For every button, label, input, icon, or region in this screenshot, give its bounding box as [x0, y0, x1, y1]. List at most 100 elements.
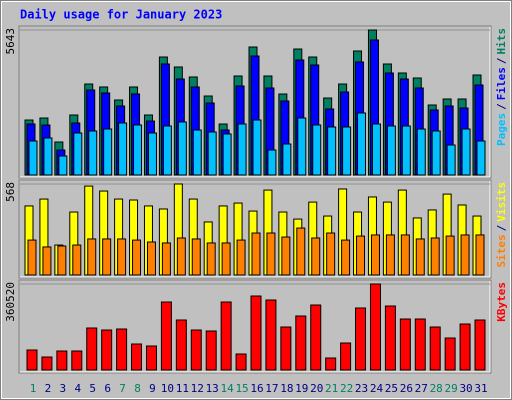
bar	[101, 329, 113, 371]
bar	[399, 318, 411, 371]
x-tick-label: 12	[191, 382, 204, 395]
y-tick-label: 5643	[4, 28, 17, 55]
bar	[220, 301, 232, 371]
bar	[27, 239, 37, 276]
bar	[340, 342, 352, 371]
bar	[205, 330, 217, 371]
x-tick-label: 23	[355, 382, 368, 395]
legend-separator: /	[495, 57, 508, 64]
legend-separator: /	[495, 103, 508, 110]
bar	[385, 234, 395, 276]
legend-entry: KBytes	[495, 282, 508, 322]
bar	[177, 121, 187, 176]
y-tick-label: 568	[4, 182, 17, 202]
bar	[160, 301, 172, 371]
bar	[131, 343, 143, 371]
bar	[327, 126, 337, 176]
x-tick-label: 16	[250, 382, 263, 395]
x-tick-label: 21	[325, 382, 338, 395]
bar	[175, 319, 187, 371]
x-tick-label: 20	[310, 382, 323, 395]
bar	[102, 238, 112, 276]
bar	[445, 235, 455, 276]
x-tick-label: 29	[445, 382, 458, 395]
bar	[252, 119, 262, 176]
bar	[162, 125, 172, 176]
bar	[87, 238, 97, 276]
bar	[476, 140, 486, 176]
x-tick-label: 18	[280, 382, 293, 395]
bar	[265, 299, 277, 371]
bar	[42, 246, 52, 276]
x-tick-label: 30	[459, 382, 472, 395]
x-tick-label: 5	[89, 382, 96, 395]
bar	[296, 227, 306, 276]
bar	[191, 238, 201, 276]
bar	[103, 128, 113, 176]
bar	[176, 237, 186, 276]
bar	[86, 327, 98, 371]
bar	[73, 132, 83, 176]
x-tick-label: 14	[221, 382, 235, 395]
bar	[267, 149, 277, 176]
bar	[414, 318, 426, 371]
bar	[474, 319, 486, 371]
bar	[325, 357, 337, 371]
x-tick-label: 10	[161, 382, 174, 395]
bar	[475, 234, 485, 276]
x-tick-label: 9	[149, 382, 156, 395]
bar	[222, 133, 232, 176]
bar	[356, 235, 366, 276]
bar	[401, 125, 411, 176]
legend-entry: Files	[495, 67, 508, 100]
bar	[161, 242, 171, 276]
bar	[416, 128, 426, 176]
bar	[43, 137, 53, 176]
bar	[206, 242, 216, 276]
bar	[88, 130, 98, 176]
bar	[357, 112, 367, 176]
bar	[429, 326, 441, 371]
bar	[133, 124, 143, 176]
bar	[415, 238, 425, 276]
bar	[26, 349, 38, 371]
x-tick-label: 4	[74, 382, 81, 395]
x-tick-label: 27	[415, 382, 428, 395]
legend-entry: Sites	[495, 234, 508, 267]
x-tick-label: 1	[30, 382, 37, 395]
bar	[251, 232, 261, 276]
legend: Pages / Files / Hits	[495, 28, 508, 146]
bar	[116, 328, 128, 371]
legend: Sites / Visits	[495, 182, 508, 268]
bar	[342, 126, 352, 176]
bar	[132, 239, 142, 276]
bar	[295, 315, 307, 371]
x-tick-label: 25	[385, 382, 398, 395]
bar	[431, 130, 441, 176]
bar	[371, 123, 381, 176]
x-tick-label: 8	[134, 382, 141, 395]
x-tick-label: 2	[45, 382, 52, 395]
bar	[370, 234, 380, 276]
bar	[341, 239, 351, 276]
bar	[281, 236, 291, 276]
bar	[282, 143, 292, 176]
bar	[28, 140, 38, 176]
x-tick-label: 19	[295, 382, 308, 395]
bar	[58, 155, 68, 176]
y-tick-label: 360520	[4, 282, 17, 322]
bar	[446, 144, 456, 176]
bar	[146, 241, 156, 276]
bar	[57, 245, 67, 276]
x-tick-label: 6	[104, 382, 111, 395]
legend: KBytes	[495, 282, 508, 322]
bar	[355, 307, 367, 371]
bar	[145, 345, 157, 371]
bar	[460, 234, 470, 276]
bar	[386, 125, 396, 176]
x-tick-label: 13	[206, 382, 219, 395]
chart-title: Daily usage for January 2023	[20, 8, 222, 22]
bar	[72, 244, 82, 276]
